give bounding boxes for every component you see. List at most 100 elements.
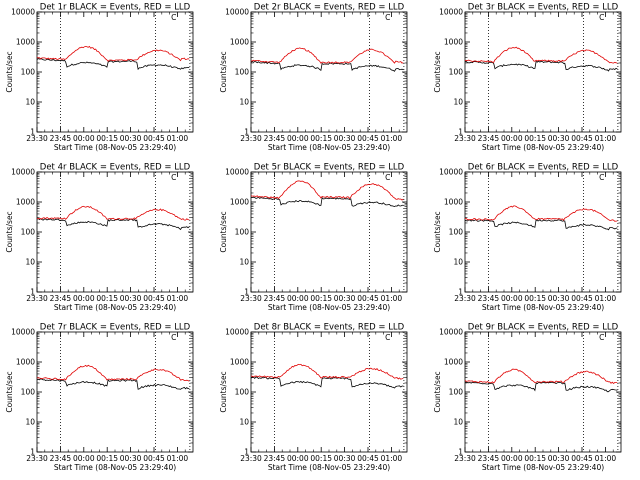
legend-glyph: C xyxy=(171,173,176,182)
y-tick-label: 10000 xyxy=(439,8,463,17)
y-tick-label: 1000 xyxy=(444,198,463,207)
y-tick-label: 10 xyxy=(239,98,249,107)
y-tick-label: 10 xyxy=(25,258,35,267)
y-tick-label: 10 xyxy=(453,258,463,267)
y-axis-label: Counts/sec xyxy=(5,371,14,412)
x-tick-label: 00:00 xyxy=(501,454,523,463)
x-tick-label: 00:45 xyxy=(571,454,593,463)
lld-series-line xyxy=(464,368,618,385)
y-tick-label: 10000 xyxy=(439,328,463,337)
y-tick-label: 1000 xyxy=(230,38,249,47)
x-tick-label: 00:30 xyxy=(548,134,570,143)
lld-series-line xyxy=(464,205,618,222)
x-tick-label: 23:45 xyxy=(478,134,500,143)
x-tick-label: 23:30 xyxy=(240,294,262,303)
x-tick-label: 23:45 xyxy=(478,454,500,463)
lld-series-line xyxy=(36,45,190,62)
events-series-line xyxy=(464,218,618,231)
y-tick-label: 1 xyxy=(30,288,35,297)
events-series-line xyxy=(36,218,190,231)
x-tick-label: 00:45 xyxy=(143,134,165,143)
x-tick-label: 00:45 xyxy=(357,294,379,303)
x-tick-label: 00:00 xyxy=(73,454,95,463)
x-tick-label: 01:00 xyxy=(595,294,617,303)
x-tick-label: 00:15 xyxy=(310,454,332,463)
y-tick-label: 10 xyxy=(239,418,249,427)
panel-title: Det 9r BLACK = Events, RED = LLD xyxy=(468,323,619,333)
y-tick-label: 100 xyxy=(235,228,250,237)
x-tick-label: 01:00 xyxy=(381,134,403,143)
panel-title: Det 3r BLACK = Events, RED = LLD xyxy=(468,3,619,13)
x-tick-label: 23:30 xyxy=(26,454,48,463)
y-tick-label: 1 xyxy=(458,448,463,457)
y-tick-label: 1000 xyxy=(230,198,249,207)
legend-glyph: C xyxy=(171,13,176,22)
panel-title: Det 7r BLACK = Events, RED = LLD xyxy=(40,323,191,333)
y-tick-label: 10000 xyxy=(439,168,463,177)
x-tick-label: 01:00 xyxy=(381,454,403,463)
y-tick-label: 1 xyxy=(244,128,249,137)
legend-glyph: C xyxy=(599,333,604,342)
x-axis-label: Start Time (08-Nov-05 23:29:40) xyxy=(268,143,390,152)
x-axis-label: Start Time (08-Nov-05 23:29:40) xyxy=(482,463,604,472)
events-series-line xyxy=(250,60,404,72)
lld-series-line xyxy=(250,363,404,380)
lld-series-line xyxy=(36,205,190,221)
x-tick-label: 00:45 xyxy=(357,134,379,143)
panel-title: Det 2r BLACK = Events, RED = LLD xyxy=(254,3,405,13)
x-tick-label: 00:30 xyxy=(548,294,570,303)
y-tick-label: 100 xyxy=(449,68,464,77)
x-tick-label: 00:30 xyxy=(120,134,142,143)
y-tick-label: 10000 xyxy=(225,168,249,177)
x-tick-label: 23:45 xyxy=(264,454,286,463)
x-tick-label: 00:45 xyxy=(357,454,379,463)
x-tick-label: 00:15 xyxy=(96,134,118,143)
x-axis-label: Start Time (08-Nov-05 23:29:40) xyxy=(482,143,604,152)
y-tick-label: 1000 xyxy=(16,358,35,367)
y-axis-label: Counts/sec xyxy=(433,211,442,252)
x-tick-label: 00:45 xyxy=(571,294,593,303)
y-tick-label: 1000 xyxy=(16,198,35,207)
x-tick-label: 00:45 xyxy=(143,294,165,303)
x-tick-label: 23:30 xyxy=(454,454,476,463)
y-tick-label: 10 xyxy=(453,418,463,427)
x-axis-label: Start Time (08-Nov-05 23:29:40) xyxy=(54,463,176,472)
y-tick-label: 1 xyxy=(458,128,463,137)
events-series-line xyxy=(250,376,404,389)
y-tick-label: 1000 xyxy=(444,358,463,367)
panel-title: Det 8r BLACK = Events, RED = LLD xyxy=(254,323,405,333)
y-tick-label: 1 xyxy=(244,288,249,297)
x-tick-label: 00:30 xyxy=(120,294,142,303)
y-axis-label: Counts/sec xyxy=(219,211,228,252)
x-tick-label: 00:00 xyxy=(73,294,95,303)
x-tick-label: 23:45 xyxy=(264,134,286,143)
y-tick-label: 10000 xyxy=(225,8,249,17)
y-axis-label: Counts/sec xyxy=(5,211,14,252)
x-tick-label: 23:30 xyxy=(240,454,262,463)
panel-title: Det 5r BLACK = Events, RED = LLD xyxy=(254,163,405,173)
x-tick-label: 01:00 xyxy=(381,294,403,303)
y-tick-label: 100 xyxy=(21,228,36,237)
x-tick-label: 00:15 xyxy=(524,134,546,143)
events-series-line xyxy=(464,60,618,72)
x-tick-label: 00:30 xyxy=(548,454,570,463)
y-axis-label: Counts/sec xyxy=(5,51,14,92)
panel-title: Det 1r BLACK = Events, RED = LLD xyxy=(40,3,191,13)
x-tick-label: 00:15 xyxy=(96,454,118,463)
y-axis-label: Counts/sec xyxy=(219,51,228,92)
y-axis-label: Counts/sec xyxy=(433,371,442,412)
events-series-line xyxy=(250,196,404,208)
y-tick-label: 1 xyxy=(458,288,463,297)
x-tick-label: 00:15 xyxy=(96,294,118,303)
x-tick-label: 00:30 xyxy=(334,294,356,303)
x-tick-label: 23:45 xyxy=(50,134,72,143)
x-tick-label: 01:00 xyxy=(167,454,189,463)
x-axis-label: Start Time (08-Nov-05 23:29:40) xyxy=(54,143,176,152)
